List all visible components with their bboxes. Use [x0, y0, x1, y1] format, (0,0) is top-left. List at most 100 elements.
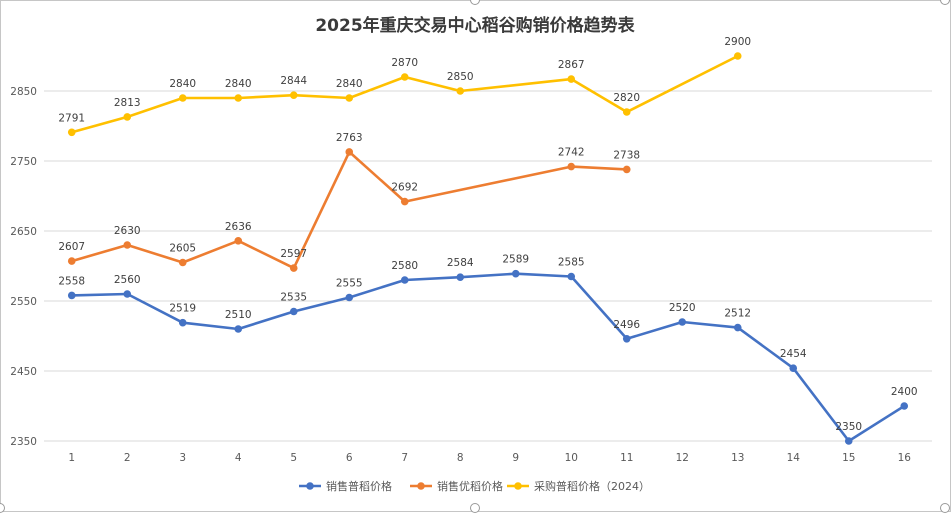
- data-point: [178, 258, 187, 267]
- data-label: 2555: [336, 278, 363, 290]
- data-point: [345, 293, 354, 302]
- data-label: 2820: [613, 92, 640, 104]
- grid-lines: [44, 90, 932, 442]
- data-label: 2400: [891, 386, 918, 398]
- data-point: [400, 197, 409, 206]
- legend-marker-2: [417, 482, 425, 490]
- y-tick-label: 2650: [10, 226, 37, 238]
- data-label: 2589: [502, 254, 529, 266]
- data-label: 2867: [558, 59, 585, 71]
- data-label: 2580: [391, 260, 418, 272]
- y-tick-label: 2850: [10, 86, 37, 98]
- data-label: 2560: [114, 274, 141, 286]
- x-tick-label: 9: [512, 452, 519, 464]
- data-label: 2742: [558, 147, 585, 159]
- data-point: [178, 94, 187, 102]
- y-tick-label: 2350: [10, 436, 37, 448]
- data-point: [345, 94, 354, 102]
- data-label: 2840: [169, 78, 196, 90]
- legend-marker-3: [514, 482, 522, 490]
- data-point: [400, 276, 409, 284]
- data-label: 2763: [336, 132, 363, 144]
- x-axis-tick-labels: 1 2 3 4 5 6 7 8 9 10 11 12 13 14 15 16: [68, 452, 911, 464]
- legend-label-1: 销售普稻价格: [326, 479, 392, 493]
- series-line-1: [70, 272, 906, 443]
- data-labels: 2558 2560 2519 2510 2535 2555 2580 2584 2589 2585…: [58, 36, 917, 433]
- data-label: 2813: [114, 97, 141, 109]
- data-point: [123, 290, 132, 298]
- y-axis-tick-labels: 2350 2450 2550 2650 2750 2850: [10, 86, 37, 448]
- data-point: [733, 52, 742, 60]
- data-label: 2791: [58, 112, 85, 124]
- x-tick-label: 8: [457, 452, 464, 464]
- data-point: [234, 94, 243, 102]
- y-tick-label: 2750: [10, 156, 37, 168]
- series-line-2: [70, 150, 629, 270]
- data-point: [567, 272, 576, 281]
- data-point: [234, 325, 243, 333]
- x-tick-label: 4: [235, 452, 242, 464]
- data-label: 2607: [58, 241, 85, 253]
- data-label: 2630: [114, 225, 141, 237]
- data-point: [289, 91, 298, 99]
- x-tick-label: 7: [401, 452, 408, 464]
- x-tick-label: 6: [346, 452, 353, 464]
- y-tick-label: 2550: [10, 296, 37, 308]
- data-point: [622, 108, 631, 116]
- x-tick-label: 15: [842, 452, 855, 464]
- data-label: 2496: [613, 319, 640, 331]
- data-label: 2558: [58, 275, 85, 287]
- data-point: [234, 237, 243, 245]
- legend-marker-1: [306, 482, 314, 490]
- data-point: [900, 402, 909, 410]
- data-label: 2870: [391, 57, 418, 69]
- data-point: [289, 264, 298, 272]
- data-point: [567, 162, 576, 171]
- data-point: [844, 437, 853, 445]
- data-label: 2512: [724, 308, 751, 320]
- data-point: [67, 291, 76, 300]
- data-point: [456, 87, 465, 95]
- legend: 销售普稻价格 销售优稻价格 采购普稻价格（2024）: [299, 479, 650, 493]
- data-label: 2597: [280, 248, 307, 260]
- data-point: [511, 269, 520, 278]
- data-label: 2454: [780, 348, 807, 360]
- data-label: 2850: [447, 71, 474, 83]
- data-point: [289, 307, 298, 316]
- data-point: [345, 148, 354, 156]
- data-label: 2900: [724, 36, 751, 48]
- series-lines: [67, 52, 909, 445]
- data-label: 2519: [169, 303, 196, 315]
- x-tick-label: 3: [179, 452, 186, 464]
- data-point: [400, 73, 409, 81]
- data-point: [67, 257, 76, 265]
- x-tick-label: 2: [124, 452, 131, 464]
- data-point: [567, 75, 576, 83]
- data-point: [622, 335, 631, 343]
- legend-label-3: 采购普稻价格（2024）: [534, 479, 650, 493]
- data-label: 2585: [558, 257, 585, 269]
- data-label: 2584: [447, 257, 474, 269]
- data-point: [789, 364, 798, 373]
- x-tick-label: 1: [68, 452, 75, 464]
- x-tick-label: 11: [620, 452, 633, 464]
- data-label: 2692: [391, 182, 418, 194]
- data-label: 2510: [225, 309, 252, 321]
- data-label: 2350: [835, 421, 862, 433]
- data-point: [67, 128, 76, 137]
- x-tick-label: 13: [731, 452, 744, 464]
- data-point: [178, 318, 187, 327]
- data-point: [733, 323, 742, 332]
- data-label: 2738: [613, 149, 640, 161]
- x-tick-label: 14: [787, 452, 801, 464]
- data-point: [123, 113, 132, 121]
- data-label: 2840: [336, 78, 363, 90]
- data-label: 2840: [225, 78, 252, 90]
- x-tick-label: 12: [676, 452, 689, 464]
- data-point: [678, 318, 687, 326]
- x-tick-label: 10: [565, 452, 578, 464]
- data-point: [622, 165, 631, 174]
- x-tick-label: 5: [290, 452, 297, 464]
- data-label: 2844: [280, 75, 307, 87]
